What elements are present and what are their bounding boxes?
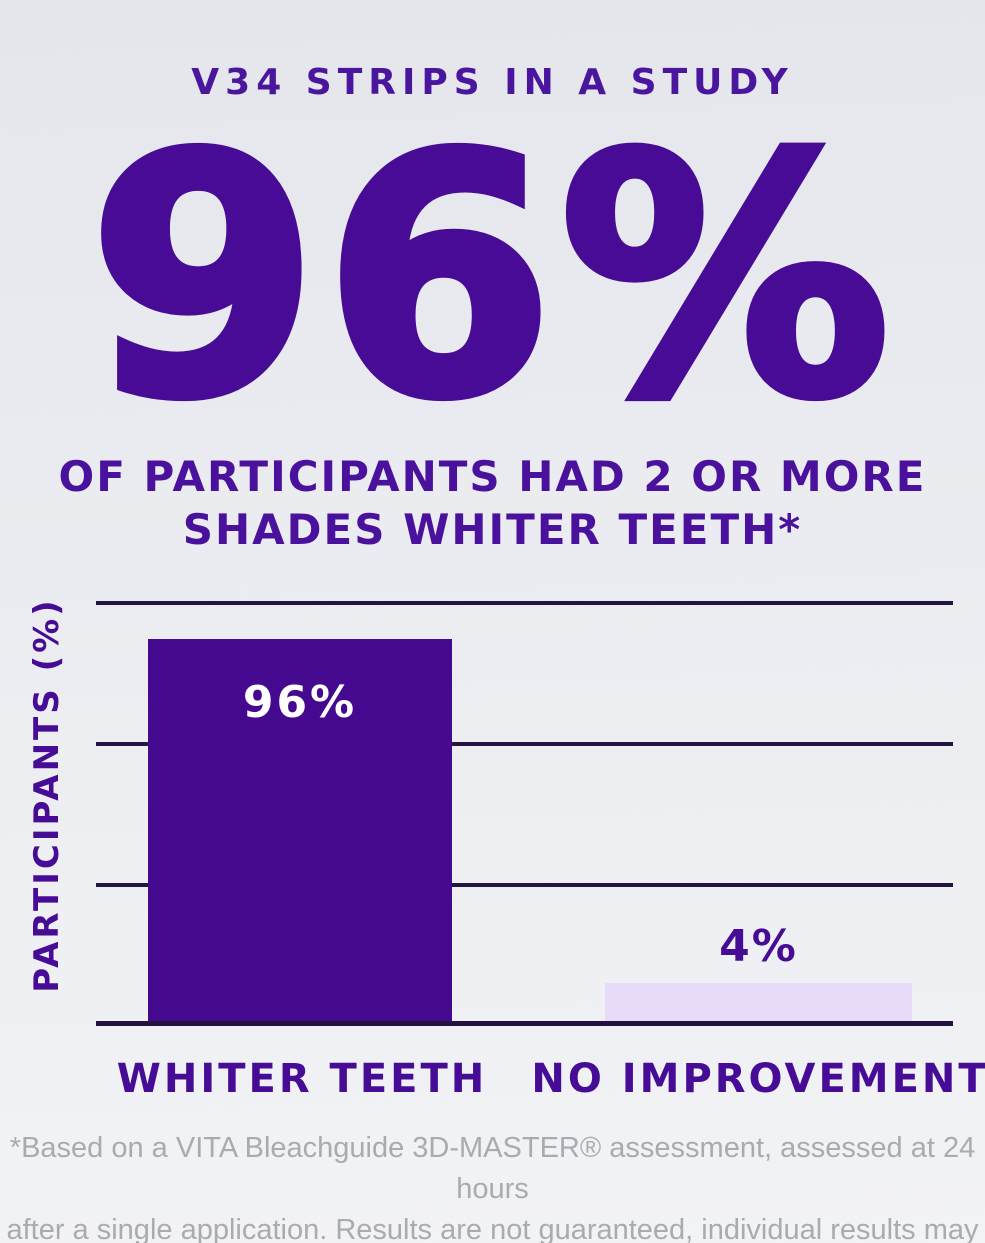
subtitle-line-2: SHADES WHITER TEETH* [182, 505, 803, 554]
subtitle: OF PARTICIPANTS HAD 2 OR MORE SHADES WHI… [0, 450, 985, 556]
bar-chart: 96% 4% [96, 601, 953, 1026]
gridline-middle-upper [96, 742, 953, 746]
eyebrow-title: V34 STRIPS IN A STUDY [191, 62, 794, 103]
gridline-middle-lower [96, 883, 953, 887]
subtitle-line-1: OF PARTICIPANTS HAD 2 OR MORE [58, 452, 927, 501]
bar-value-label-whiter-teeth: 96% [242, 676, 358, 728]
y-axis-label-text: PARTICIPANTS (%) [27, 597, 67, 993]
x-axis-baseline [96, 1021, 953, 1026]
bar-no-improvement [605, 983, 912, 1026]
gridline-top [96, 601, 953, 605]
category-label-whiter-teeth: WHITER TEETH [116, 1056, 488, 1102]
footnote-line-2: after a single application. Results are … [6, 1214, 979, 1243]
category-label-no-improvement: NO IMPROVEMENT [531, 1056, 985, 1102]
bar-whiter-teeth: 96% [148, 638, 452, 1026]
footnote-line-1: *Based on a VITA Bleachguide 3D-MASTER® … [9, 1132, 976, 1205]
footnote: *Based on a VITA Bleachguide 3D-MASTER® … [0, 1128, 985, 1243]
bar-value-label-no-improvement: 4% [719, 921, 798, 972]
hero-stat-value: 96% [84, 86, 897, 470]
